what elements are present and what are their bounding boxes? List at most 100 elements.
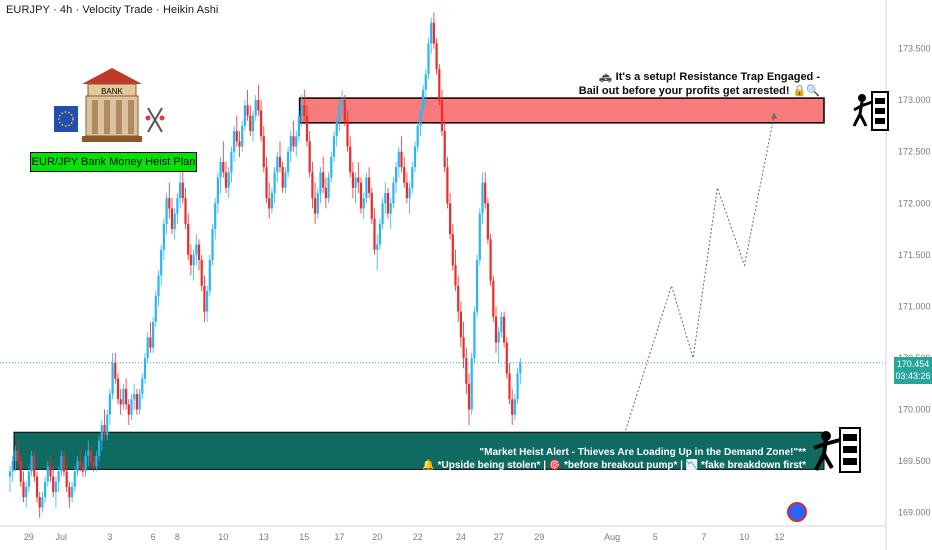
candle-body (494, 316, 498, 343)
candle-body (276, 156, 279, 173)
last-price-value: 170.454 (896, 358, 930, 369)
candle-body (519, 363, 522, 374)
candle-body (73, 471, 76, 487)
candle-body (359, 182, 363, 209)
candle-body (224, 172, 228, 188)
candle-body (459, 311, 462, 338)
bank-plan-label: EUR/JPY Bank Money Heist Plan (30, 152, 197, 172)
candle-body (427, 43, 430, 75)
candle-body (370, 192, 373, 219)
candle-body (79, 461, 82, 467)
candle-body (243, 105, 246, 126)
resistance-zone (298, 97, 825, 124)
candle-body (251, 115, 255, 132)
time-tick-label: 12 (774, 532, 784, 542)
candle-body (238, 141, 241, 147)
zones (13, 97, 825, 470)
candle-body (416, 125, 419, 147)
candle-body (149, 337, 152, 348)
candle-body (30, 455, 33, 472)
candle-body (92, 461, 95, 467)
candle-body (500, 316, 503, 333)
candle-body (486, 203, 489, 240)
candle-body (446, 167, 449, 204)
candle-body (395, 167, 398, 183)
projection-line (625, 115, 775, 431)
candle-body (511, 399, 514, 415)
candle-body (241, 125, 244, 147)
candle-body (516, 373, 519, 400)
candle-body (273, 172, 276, 193)
candle-body (332, 136, 336, 157)
candle-body (95, 455, 98, 467)
time-tick-label: 15 (299, 532, 309, 542)
candle-body (184, 198, 187, 224)
candle-body (222, 162, 225, 173)
candle-body (343, 100, 346, 121)
candle-body (46, 466, 49, 482)
candle-body (133, 394, 136, 400)
candle-body (270, 192, 273, 209)
candle-body (60, 455, 63, 472)
price-tick-label: 173.500 (898, 44, 931, 54)
demand-line-1: "Market Heist Alert - Thieves Are Loadin… (479, 447, 806, 458)
candle-body (157, 275, 160, 297)
candle-body (138, 394, 141, 410)
candle-body (14, 450, 17, 462)
candle-body (303, 105, 306, 116)
candle-body (408, 187, 411, 199)
candle-body (152, 321, 155, 348)
candle-body (41, 497, 44, 508)
time-tick-label: 6 (151, 532, 156, 542)
candle-body (438, 69, 441, 101)
candle-body (330, 156, 333, 178)
price-tick-label: 173.000 (898, 95, 931, 105)
candle-body (335, 120, 338, 137)
candle-body (443, 131, 446, 168)
candle-body (214, 203, 217, 230)
resistance-annotation: 🚓 It's a setup! Resistance Trap Engaged … (579, 70, 820, 98)
candle-body (314, 198, 317, 214)
robber-icon-top (852, 91, 889, 131)
candle-body (484, 182, 487, 204)
candle-body (287, 151, 290, 173)
candle-body (84, 455, 87, 472)
candle-body (424, 74, 427, 90)
candle-body (430, 22, 433, 44)
candle-body (449, 203, 452, 235)
time-tick-label: 22 (413, 532, 423, 542)
candle-body (8, 471, 12, 477)
candle-body (65, 471, 68, 487)
time-tick-label: 13 (259, 532, 269, 542)
candle-body (35, 476, 39, 498)
candle-body (103, 425, 106, 436)
candle-body (473, 311, 476, 358)
candle-body (292, 136, 295, 147)
time-tick-label: 29 (534, 532, 544, 542)
candle-body (71, 486, 74, 498)
candle-body (357, 177, 360, 183)
candle-body (81, 466, 84, 472)
price-tick-label: 169.000 (898, 508, 931, 518)
candle-body (33, 455, 36, 477)
candle-body (154, 296, 157, 322)
tradingview-logo-icon (787, 502, 807, 522)
candle-body (405, 182, 408, 199)
chart-header: EURJPY · 4h · Velocity Trade · Heikin As… (6, 4, 219, 16)
candle-body (200, 260, 203, 286)
candle-body (130, 399, 133, 415)
candle-body (362, 198, 365, 209)
candle-body (230, 151, 233, 173)
price-tick-label: 170.000 (898, 405, 931, 415)
candle-body (338, 105, 341, 121)
candle-body (324, 187, 327, 199)
candle-body (373, 218, 376, 250)
last-price-tag[interactable]: 170.454 03:43:26 (894, 356, 932, 384)
candle-body (411, 167, 414, 188)
candle-body (419, 110, 422, 126)
demand-zone (13, 431, 825, 470)
candle-body (305, 115, 309, 142)
candle-body (265, 167, 268, 199)
candle-body (192, 254, 195, 266)
